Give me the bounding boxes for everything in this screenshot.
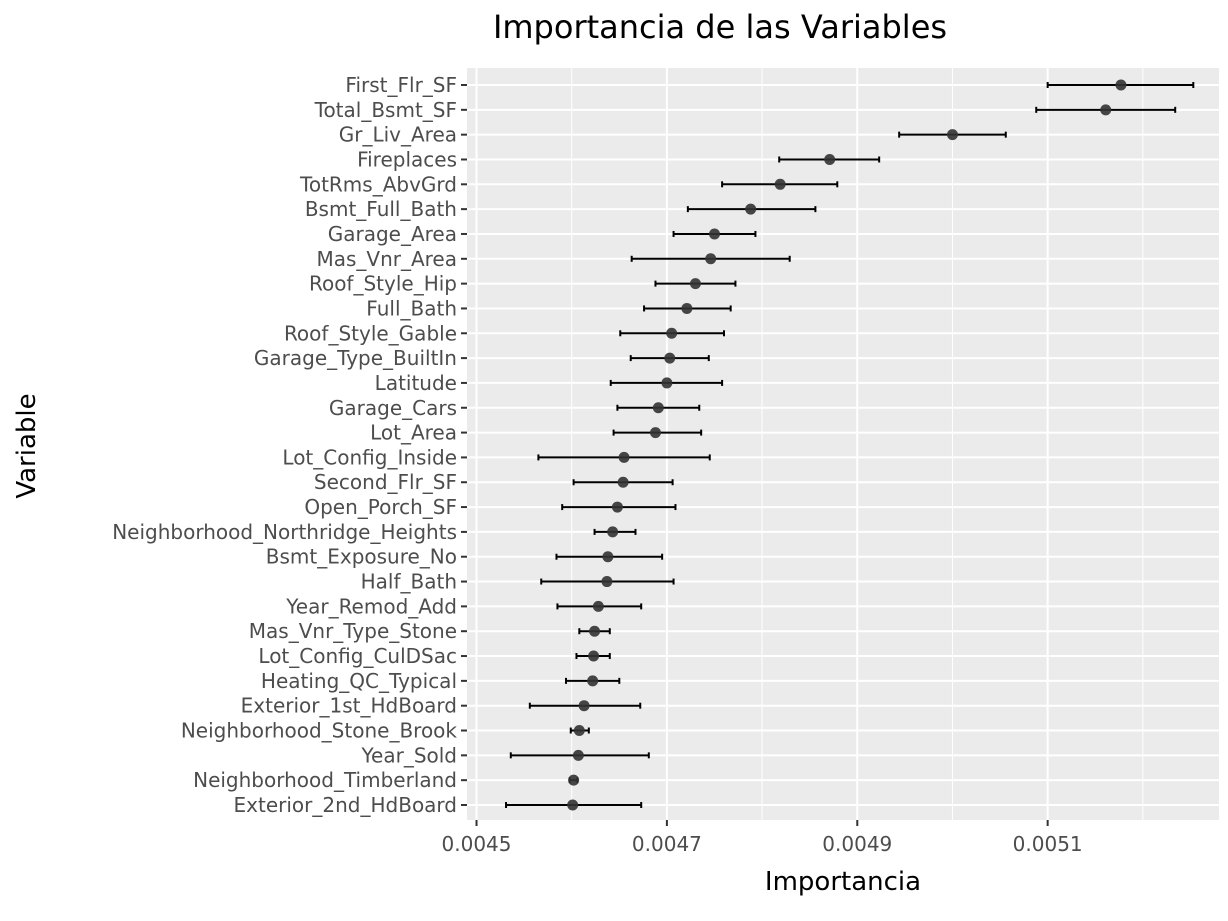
y-tick-label: Mas_Vnr_Area [316,247,457,271]
data-marks [505,79,1195,811]
point-Neighborhood_Northridge_Heights [607,526,619,538]
x-axis: 0.0045 0.0047 0.0049 0.0051 [442,820,1083,856]
y-tick-label: Lot_Config_CulDSac [258,644,457,668]
y-tick-label: Roof_Style_Gable [284,321,457,345]
x-axis-title: Importancia [765,867,921,897]
point-Open_Porch_SF [611,501,623,513]
point-Year_Remod_Add [592,600,604,612]
y-tick-label: Neighborhood_Northridge_Heights [112,520,457,544]
point-Exterior_2nd_HdBoard [567,799,579,811]
y-tick-label: Heating_QC_Typical [261,669,457,693]
x-tick-label: 0.0051 [1013,832,1083,856]
point-Roof_Style_Gable [666,327,678,339]
y-tick-label: Garage_Cars [329,396,457,420]
y-tick-label: Year_Sold [360,743,457,767]
y-tick-label: Year_Remod_Add [285,594,457,618]
point-Lot_Config_Inside [618,451,630,463]
y-tick-label: Neighborhood_Stone_Brook [181,719,458,743]
point-Half_Bath [601,576,613,588]
point-Lot_Config_CulDSac [588,650,600,662]
point-Total_Bsmt_SF [1100,104,1112,116]
point-Neighborhood_Stone_Brook [573,725,585,737]
chart-title: Importancia de las Variables [493,8,947,46]
point-Garage_Area [708,228,720,240]
y-tick-label: Lot_Area [370,421,457,445]
point-Heating_QC_Typical [587,675,599,687]
point-First_Flr_SF [1115,79,1127,91]
point-Lot_Area [649,427,661,439]
point-Roof_Style_Hip [689,278,701,290]
x-tick-label: 0.0049 [822,832,892,856]
y-tick-label: TotRms_AbvGrd [299,172,457,196]
y-tick-label: Gr_Liv_Area [339,123,457,147]
x-tick-label: 0.0045 [442,832,512,856]
point-Year_Sold [572,749,584,761]
y-tick-label: Open_Porch_SF [304,495,457,519]
y-tick-label: Total_Bsmt_SF [314,98,457,122]
y-tick-label: Lot_Config_Inside [282,445,457,469]
point-Mas_Vnr_Type_Stone [589,625,601,637]
y-tick-label: Mas_Vnr_Type_Stone [249,619,457,643]
point-Bsmt_Exposure_No [602,551,614,563]
y-tick-label: Half_Bath [361,570,457,594]
point-Full_Bath [681,302,693,314]
y-axis: First_Flr_SFTotal_Bsmt_SFGr_Liv_AreaFire… [112,73,467,817]
y-tick-label: Garage_Type_BuiltIn [254,346,457,370]
y-tick-label: Neighborhood_Timberland [193,768,457,792]
y-tick-label: Fireplaces [357,147,457,171]
y-tick-label: Latitude [375,371,457,395]
point-Mas_Vnr_Area [705,253,717,265]
grid-lines [467,68,1219,820]
point-Gr_Liv_Area [946,129,958,141]
y-tick-label: Roof_Style_Hip [309,272,457,296]
y-tick-label: Exterior_2nd_HdBoard [234,793,457,817]
point-Bsmt_Full_Bath [745,203,757,215]
y-tick-label: Garage_Area [328,222,457,246]
point-Latitude [661,377,673,389]
point-Garage_Cars [652,402,664,414]
plot-panel [467,68,1219,820]
y-tick-label: Bsmt_Exposure_No [266,545,457,569]
y-tick-label: First_Flr_SF [345,73,457,97]
y-tick-label: Full_Bath [366,296,457,320]
point-Second_Flr_SF [617,476,629,488]
point-Fireplaces [824,153,836,165]
point-Exterior_1st_HdBoard [578,700,590,712]
point-TotRms_AbvGrd [774,178,786,190]
y-axis-title: Variable [12,393,42,498]
point-Garage_Type_BuiltIn [664,352,676,364]
y-tick-label: Bsmt_Full_Bath [305,197,457,221]
y-tick-label: Exterior_1st_HdBoard [241,694,457,718]
y-tick-label: Second_Flr_SF [314,470,457,494]
point-Neighborhood_Timberland [568,774,580,786]
x-tick-label: 0.0047 [632,832,702,856]
